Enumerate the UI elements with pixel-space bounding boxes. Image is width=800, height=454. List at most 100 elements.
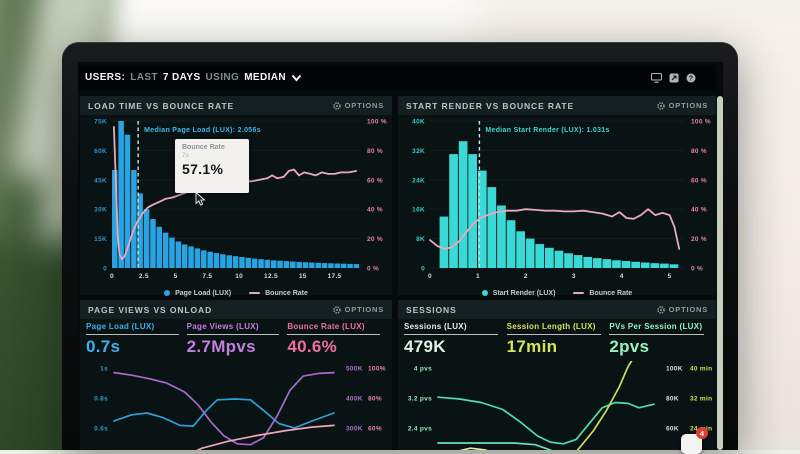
metric-rule [86, 334, 179, 335]
share-icon[interactable] [669, 73, 679, 83]
legend-label: Bounce Rate [265, 289, 308, 297]
y-axis-tick: 0 [103, 266, 107, 273]
start-render-chart-wrap: 40K 100 % 32K 80 % 24K 60 % 16K 40 % 8K 20 % 0 0 % 0… [398, 115, 716, 300]
x-axis-tick: 15 [299, 273, 307, 280]
panel-sessions: SESSIONS OPTIONS Sessions (LUX) 479K Ses… [398, 300, 716, 450]
help-icon[interactable]: ? [686, 73, 696, 83]
x-axis-tick: 4 [620, 273, 624, 280]
histogram-bar [131, 170, 137, 268]
panel-header: SESSIONS OPTIONS [398, 300, 716, 319]
panel-start-render: START RENDER VS BOUNCE RATE OPTIONS 40K 1… [398, 96, 716, 297]
metric-rule [186, 334, 280, 335]
panel-load-time: LOAD TIME VS BOUNCE RATE OPTIONS 75K 100 … [80, 96, 392, 297]
monitor-bezel: USERS: LAST 7 DAYS USING MEDIAN [62, 42, 738, 450]
y-axis-right-tick: 0 % [367, 266, 379, 273]
panel-title: LOAD TIME VS BOUNCE RATE [88, 100, 235, 111]
y-axis-tick: 0.6s [94, 426, 108, 433]
sessions-chart[interactable]: 4 pvs 100K 40 min 3.2 pvs 80K 32 min 2.4 pvs 60… [398, 352, 716, 450]
histogram-bar [347, 263, 353, 268]
legend-line-icon [573, 292, 585, 294]
median-dropdown[interactable]: MEDIAN [244, 72, 302, 83]
histogram-bar [175, 241, 182, 268]
dashboard-screen: USERS: LAST 7 DAYS USING MEDIAN [78, 62, 723, 450]
y-axis-tick: 8K [416, 236, 425, 243]
metric-value: 17min [506, 337, 558, 356]
metric-page-views: Page Views (LUX) 2.7Mpvs [186, 322, 288, 361]
metric-page-load: Page Load (LUX) 0.7s [86, 322, 187, 361]
histogram-bar [264, 259, 271, 268]
histogram-bar [118, 121, 124, 268]
options-button[interactable]: OPTIONS [332, 101, 384, 110]
histogram-bar [302, 262, 309, 268]
metric-bounce-rate: Bounce Rate (LUX) 40.6% [287, 322, 388, 361]
load-time-chart-wrap: 75K 100 % 60K 80 % 45K 60 % 30K 40 % 15K 20 % 0 0 %… [80, 115, 392, 300]
y-axis-right-tick: 100 % [691, 119, 711, 126]
x-axis-tick: 17.5 [328, 273, 342, 280]
start-render-chart[interactable]: 40K 100 % 32K 80 % 24K 60 % 16K 40 % 8K 20 % 0 0 % 0… [398, 115, 716, 281]
options-button[interactable]: OPTIONS [656, 101, 708, 110]
chart-legend: Page Load (LUX) Bounce Rate [80, 286, 392, 300]
series-line [576, 352, 638, 450]
histogram-bar [592, 258, 602, 268]
notification-badge: 4 [696, 427, 708, 439]
histogram-bar [277, 260, 283, 268]
histogram-bar [290, 261, 296, 268]
median-annotation: Median Page Load (LUX): 2.056s [144, 127, 261, 134]
histogram-bar [251, 258, 258, 268]
histogram-bar [283, 261, 290, 268]
options-label: OPTIONS [668, 305, 708, 314]
users-label: USERS: [85, 72, 126, 83]
metrics-row: Page Load (LUX) 0.7s Page Views (LUX) 2.… [80, 319, 392, 361]
legend-item: Start Render (LUX) [481, 290, 555, 297]
days-label: 7 DAYS [162, 72, 201, 83]
series-line [437, 442, 552, 450]
app-icon[interactable]: 4 [681, 427, 708, 454]
legend-item: Bounce Rate [249, 290, 308, 297]
tooltip-x-value: 7s [182, 152, 189, 159]
series-line [113, 398, 335, 429]
histogram-bar [340, 263, 347, 268]
y-axis-tick: 0 [421, 266, 425, 273]
bounce-rate-line [429, 208, 681, 250]
y-axis-right-tick: 100K [666, 366, 683, 373]
x-axis-tick: 12.5 [264, 273, 278, 280]
options-button[interactable]: OPTIONS [656, 305, 708, 314]
monitor-icon[interactable] [651, 72, 662, 83]
metric-label: Page Views (LUX) [186, 322, 259, 331]
page-views-chart[interactable]: 1s 500K 100% 0.8s 400K 80% 0.6s 300K 60% [80, 361, 392, 450]
tooltip-title: Bounce Rate [182, 144, 225, 151]
chevron-down-icon [291, 74, 302, 82]
gear-icon [656, 305, 665, 314]
load-time-chart[interactable]: 75K 100 % 60K 80 % 45K 60 % 30K 40 % 15K 20 % 0 0 %… [80, 115, 392, 281]
histogram-bar [309, 262, 315, 268]
y-axis-tick: 16K [412, 207, 425, 214]
metric-rule [404, 334, 499, 335]
histogram-bar [477, 170, 487, 268]
histogram-bar [124, 134, 131, 268]
y-axis-right-tick: 80 % [367, 148, 383, 155]
histogram-bar [156, 226, 162, 268]
options-label: OPTIONS [344, 101, 384, 110]
median-annotation: Median Start Render (LUX): 1.031s [485, 127, 609, 134]
histogram-bar [458, 141, 468, 268]
legend-label: Page Load (LUX) [175, 289, 232, 297]
histogram-bar [213, 253, 220, 268]
y-axis-right-tick: 60% [368, 426, 382, 433]
metric-session-length: Session Length (LUX) 17min [506, 322, 610, 361]
histogram-bar [271, 260, 277, 268]
histogram-bar [181, 244, 188, 268]
options-button[interactable]: OPTIONS [332, 305, 384, 314]
histogram-bar [188, 246, 194, 268]
scrollbar[interactable] [717, 96, 723, 450]
histogram-bar [650, 263, 660, 268]
panel-header: START RENDER VS BOUNCE RATE OPTIONS [398, 96, 716, 115]
histogram-bar [554, 250, 564, 268]
x-axis-tick: 0 [110, 273, 114, 280]
x-axis-tick: 5 [668, 273, 672, 280]
histogram-bar [564, 253, 573, 268]
metric-value: 479K [404, 337, 446, 356]
histogram-bar [669, 264, 679, 268]
histogram-bar [602, 259, 612, 268]
bounce-rate-tooltip: Bounce Rate 7s 57.1% [175, 139, 249, 206]
y-axis-tick: 32K [412, 148, 425, 155]
